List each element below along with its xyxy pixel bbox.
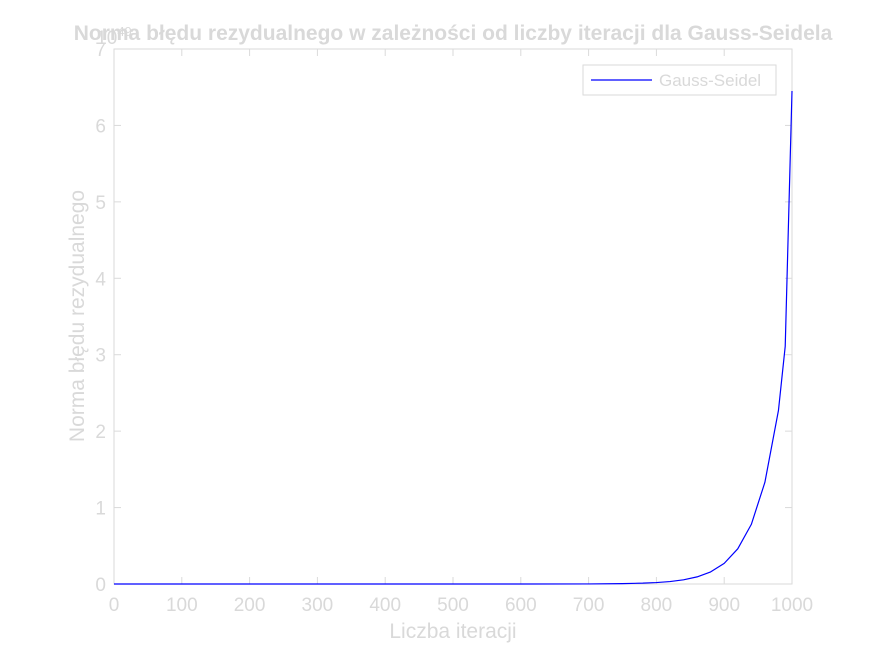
chart-title: Norma błędu rezydualnego w zależności od… [74,22,833,45]
x-tick-label: 400 [369,595,401,616]
y-tick-label: 5 [95,193,106,214]
series-layer [114,91,793,585]
legend-label-gauss-seidel: Gauss-Seidel [659,71,761,90]
y-exponent-base: 10 [96,28,117,49]
x-tick-label: 200 [234,595,266,616]
x-tick-label: 700 [573,595,605,616]
legend: Gauss-Seidel [582,64,777,96]
plot-area [113,48,793,585]
y-tick-label: 1 [95,499,106,520]
y-tick-label: 0 [95,575,106,596]
y-tick-label: 6 [95,116,106,137]
y-tick-label: 3 [95,346,106,367]
y-tick-label: 2 [95,422,106,443]
y-exponent-power: 49 [117,24,131,39]
y-exponent-label: 1049 [96,24,132,49]
x-tick-label: 0 [109,595,120,616]
x-tick-label: 600 [505,595,537,616]
y-tick-label: 7 [95,40,106,61]
x-axis-label: Liczba iteracji [389,620,516,643]
x-tick-label: 900 [708,595,740,616]
x-tick-label: 1000 [771,595,813,616]
y-axis-label: Norma błędu rezydualnego [66,190,89,442]
x-tick-label: 100 [166,595,198,616]
x-tick-label: 500 [437,595,469,616]
y-tick-label: 4 [95,269,106,290]
x-tick-label: 300 [302,595,334,616]
series-line-gauss-seidel [114,91,793,585]
ticks-layer: 0 100 200 300 400 500 600 700 800 900 1000 0 1 2 3 4 5 6 7 [95,40,813,616]
x-tick-label: 800 [641,595,673,616]
